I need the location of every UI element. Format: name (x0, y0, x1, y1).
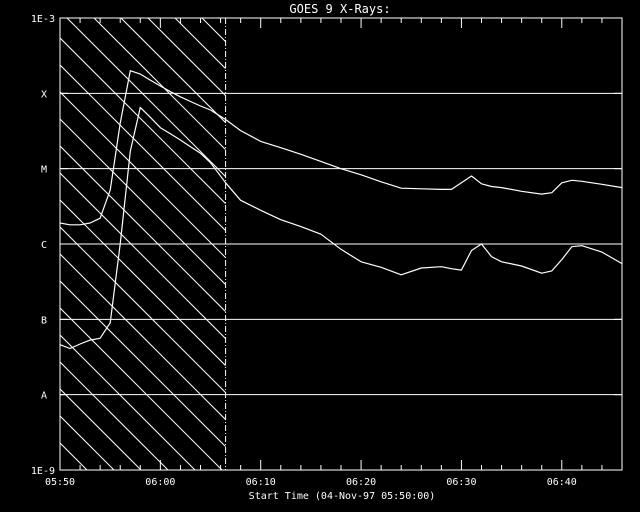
grid-lines (60, 92, 622, 396)
series-group (59, 70, 623, 350)
y-tick-label: B (41, 315, 47, 326)
series-line-long-channel (59, 70, 623, 226)
y-tick-label: M (41, 165, 47, 176)
x-axis-ticks: 05:50 06:00 06:10 06:20 06:30 06:40 (45, 18, 623, 488)
y-tick-label: C (41, 240, 47, 251)
series-line-short-channel (59, 106, 623, 350)
y-tick-label: 1E-3 (31, 14, 55, 25)
x-tick-label: 05:50 (45, 477, 75, 488)
x-axis-label: Start Time (04-Nov-97 05:50:00) (249, 491, 436, 502)
y-tick-label: A (41, 391, 47, 402)
x-tick-label: 06:10 (246, 477, 276, 488)
x-tick-label: 06:20 (346, 477, 376, 488)
y-tick-label: 1E-9 (31, 466, 55, 477)
x-tick-label: 06:00 (145, 477, 175, 488)
chart-title: GOES 9 X-Rays: (289, 2, 390, 16)
y-tick-label: X (41, 89, 47, 100)
x-tick-label: 06:40 (547, 477, 577, 488)
x-tick-label: 06:30 (446, 477, 476, 488)
y-axis-ticks: 1E-9 A B C M X 1E-3 (31, 14, 622, 477)
